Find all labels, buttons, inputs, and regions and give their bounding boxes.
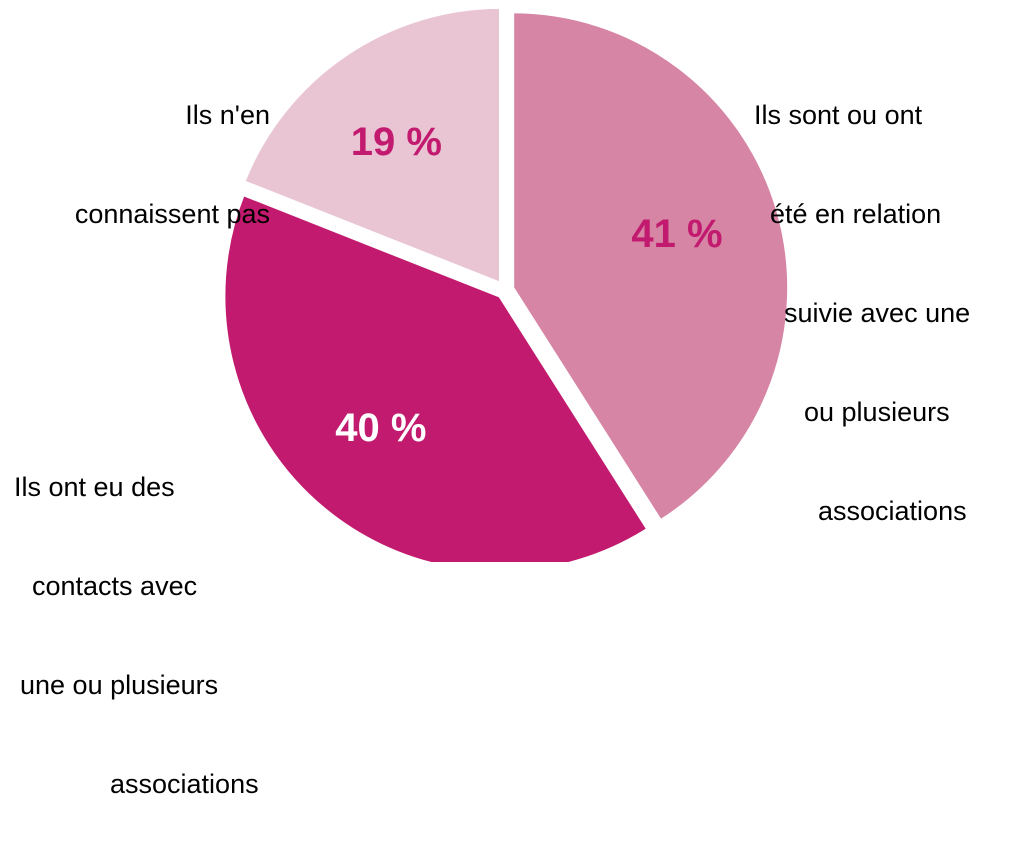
pie-svg: 41 % 40 % 19 % xyxy=(222,5,791,574)
label-line: suivie avec une xyxy=(784,298,971,328)
slices-layer xyxy=(222,5,791,574)
pie-chart: 41 % 40 % 19 % Ils sont ou ont été en rela… xyxy=(14,5,970,799)
slice-label-relation-suivie: Ils sont ou ont été en relation suivie a… xyxy=(752,33,970,594)
slice-value-label: 41 % xyxy=(631,212,722,256)
pie-slice xyxy=(241,5,503,286)
pie-slice xyxy=(511,10,791,523)
value-labels-layer: 41 % 40 % 19 % xyxy=(335,120,722,450)
label-line: été en relation xyxy=(770,199,942,229)
label-line: associations xyxy=(110,769,259,799)
label-line: Ils ont eu des xyxy=(14,472,175,502)
label-line: Ils sont ou ont xyxy=(754,100,923,130)
label-line: une ou plusieurs xyxy=(20,670,219,700)
label-line: associations xyxy=(818,496,967,526)
slice-value-label: 40 % xyxy=(335,406,426,450)
slice-label-ne-connaissent-pas: Ils n'en connaissent pas xyxy=(18,33,270,297)
label-line: ou plusieurs xyxy=(804,397,950,427)
slice-label-contacts: Ils ont eu des contacts avec une ou plus… xyxy=(14,405,259,867)
label-line: connaissent pas xyxy=(74,199,270,229)
label-line: Ils n'en xyxy=(185,100,270,130)
slice-value-label: 19 % xyxy=(351,120,442,164)
label-line: contacts avec xyxy=(32,571,198,601)
